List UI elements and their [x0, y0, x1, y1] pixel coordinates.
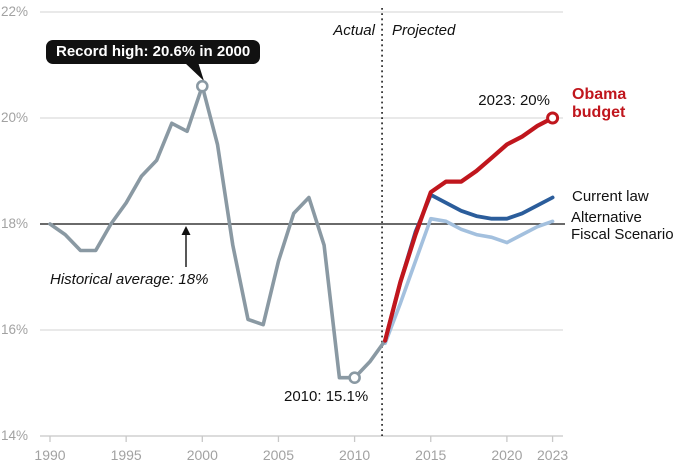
marker-2023 — [546, 111, 560, 125]
legend-alternative-fiscal-scenario: Alternative Fiscal Scenario — [571, 209, 674, 244]
legend-obama-budget: Obama budget — [572, 86, 627, 122]
series-line-current-law — [383, 192, 555, 343]
x-axis-label-2005: 2005 — [262, 447, 295, 463]
record-high-callout: Record high: 20.6% in 2000 — [46, 40, 261, 64]
x-axis-label-2020: 2020 — [491, 447, 523, 463]
y-axis-label-20: 20% — [1, 110, 29, 125]
actual-section-label: Actual — [333, 22, 375, 39]
legend-current-law: Current law — [572, 188, 649, 205]
series-line-actual — [48, 84, 387, 380]
x-axis-label-1990: 1990 — [34, 447, 66, 463]
y-axis-label-18: 18% — [1, 216, 29, 231]
marker-2000 — [196, 79, 209, 93]
historical-average-label: Historical average: 18% — [50, 271, 209, 288]
historical-average-arrow-head — [181, 226, 191, 235]
series-line-obama-budget — [383, 115, 555, 343]
record-high-callout-tail — [184, 62, 204, 81]
x-axis-label-2010: 2010 — [339, 447, 371, 463]
y-axis-label-14: 14% — [1, 428, 29, 443]
marker-2010 — [348, 371, 361, 385]
series-line-alternative-fiscal-scenario — [383, 216, 555, 346]
obama-2023-value-label: 2023: 20% — [478, 92, 550, 109]
projected-section-label: Projected — [392, 22, 456, 39]
y-axis-label-22: 22% — [1, 4, 29, 19]
x-axis-label-2000: 2000 — [186, 447, 218, 463]
x-axis-label-2023: 2023 — [537, 447, 569, 463]
x-axis-label-1995: 1995 — [110, 447, 142, 463]
x-axis-label-2015: 2015 — [415, 447, 447, 463]
low-2010-label: 2010: 15.1% — [284, 388, 369, 405]
y-axis-label-16: 16% — [1, 322, 29, 337]
